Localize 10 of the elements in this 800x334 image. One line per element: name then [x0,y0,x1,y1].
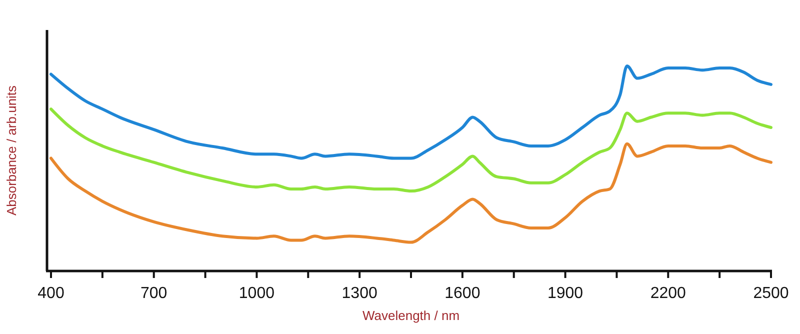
x-tick-label: 2200 [650,285,686,302]
x-tick-label: 1000 [238,285,275,302]
x-tick-label: 700 [140,285,168,302]
y-axis-title: Absorbance / arb.units [4,84,19,216]
x-tick-label: 1300 [342,285,378,302]
x-tick-label: 1600 [444,285,480,302]
x-tick-label: 2500 [753,285,789,302]
x-axis-title: Wavelength / nm [362,308,460,323]
x-tick-label: 1900 [547,285,584,302]
x-tick-label: 400 [38,285,64,302]
